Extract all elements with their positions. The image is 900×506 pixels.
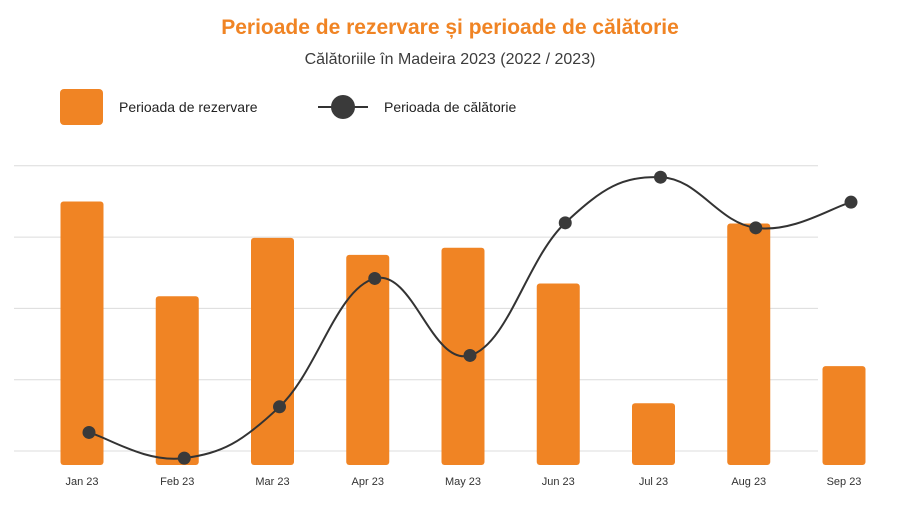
x-tick-label-jan-23: Jan 23 [65,476,98,488]
x-tick-label-feb-23: Feb 23 [160,476,194,488]
x-tick-label-may-23: May 23 [445,476,481,488]
x-tick-label-jun-23: Jun 23 [542,476,575,488]
bar-feb-23 [155,296,199,465]
travel-point-feb-23 [177,451,191,465]
legend-label-travel: Perioada de călătorie [384,99,517,115]
travel-point-sep-23 [844,195,858,209]
travel-point-mar-23 [273,400,286,414]
bar-jan-23 [60,201,104,465]
x-tick-label-aug-23: Aug 23 [731,476,766,488]
travel-point-aug-23 [749,221,763,235]
bar-aug-23 [727,223,771,465]
x-tick-label-mar-23: Mar 23 [255,476,289,488]
bar-jul-23 [632,403,675,465]
legend-item-booking: Perioada de rezervare [60,89,258,125]
travel-point-jun-23 [558,216,572,230]
legend-item-travel: Perioada de călătorie [318,89,516,125]
travel-point-apr-23 [368,271,382,285]
x-tick-label-apr-23: Apr 23 [352,476,384,488]
bar-jun-23 [536,283,580,465]
bar-sep-23 [822,366,866,465]
x-tick-label-jul-23: Jul 23 [639,476,668,488]
chart-title: Perioade de rezervare și perioade de căl… [221,16,679,39]
chart-subtitle: Călătoriile în Madeira 2023 (2022 / 2023… [304,51,596,68]
x-tick-label-sep-23: Sep 23 [827,476,862,488]
legend-label-booking: Perioada de rezervare [119,99,258,115]
bar-mar-23 [251,237,294,465]
travel-point-may-23 [463,348,477,362]
travel-point-jul-23 [654,170,667,184]
legend-bar-swatch [60,89,103,125]
bar-apr-23 [346,254,390,465]
legend-line-swatch [318,89,368,125]
travel-point-jan-23 [82,425,96,439]
